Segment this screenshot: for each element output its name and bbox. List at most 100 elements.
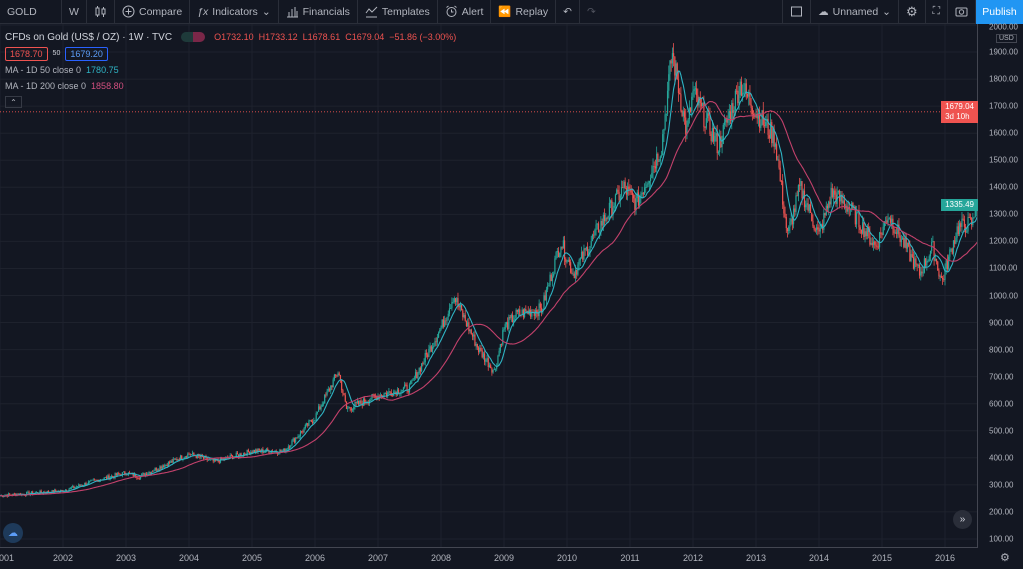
price-axis[interactable]: 2000.00 1900.00 1800.00 1700.00 1600.00 1500.… — [941, 23, 1023, 548]
redo-button[interactable]: ↷ — [580, 0, 603, 24]
fullscreen-button[interactable]: ⛶ — [926, 0, 948, 24]
candle-body — [445, 320, 447, 322]
chart-type-button[interactable] — [87, 0, 115, 24]
indicators-button[interactable]: ƒx Indicators ⌄ — [190, 0, 279, 24]
sell-price[interactable]: 1678.70 — [5, 46, 48, 61]
undo-button[interactable]: ↶ — [556, 0, 580, 24]
candle-body — [665, 113, 667, 115]
layout-button[interactable] — [782, 0, 812, 24]
candle-body — [596, 223, 598, 225]
candle-body — [608, 202, 611, 216]
candle-body — [462, 310, 464, 318]
layout-name-button[interactable]: ☁ Unnamed ⌄ — [811, 0, 899, 24]
candle-body — [51, 490, 53, 494]
candle-body — [98, 480, 100, 482]
publish-button[interactable]: Publish — [976, 0, 1023, 24]
ma200-label[interactable]: MA - 1D 200 close 0 — [5, 81, 87, 91]
candle-body — [158, 469, 160, 471]
candle-body — [828, 201, 830, 209]
ma50-label[interactable]: MA - 1D 50 close 0 — [5, 65, 82, 75]
rewind-icon: ⏪ — [498, 6, 512, 18]
candle-body — [387, 392, 389, 396]
interval-button[interactable]: W — [62, 0, 87, 24]
templates-button[interactable]: Templates — [358, 0, 438, 24]
candle-body — [717, 152, 720, 154]
candle-body — [28, 491, 30, 495]
time-tick: 2007 — [367, 553, 389, 563]
candle-body — [253, 450, 256, 453]
candle-body — [640, 194, 642, 197]
symbol-search[interactable]: GOLD — [0, 0, 62, 24]
axis-settings-icon[interactable]: ⚙ — [1000, 552, 1010, 564]
candle-body — [689, 107, 692, 112]
candle-body — [792, 208, 795, 225]
collapse-legend-button[interactable]: ⌃ — [5, 96, 22, 108]
candle-body — [864, 231, 866, 237]
financials-button[interactable]: Financials — [279, 0, 358, 24]
candle-body — [597, 223, 600, 233]
candle-body — [477, 347, 480, 353]
replay-button[interactable]: ⏪ Replay — [491, 0, 557, 24]
candle-body — [149, 472, 151, 474]
candle-body — [905, 238, 907, 249]
candle-body — [974, 210, 976, 217]
candle-body — [103, 477, 105, 480]
alert-button[interactable]: Alert — [438, 0, 492, 24]
templates-label: Templates — [381, 5, 430, 18]
price-tick: 1400.00 — [989, 182, 1018, 192]
candle-body — [602, 214, 604, 226]
price-tick: 1700.00 — [989, 101, 1018, 111]
price-chart[interactable] — [0, 24, 977, 547]
candle-body — [26, 492, 28, 496]
candle-body — [338, 373, 340, 375]
candle-body — [806, 203, 808, 205]
price-tick: 900.00 — [989, 318, 1014, 328]
candle-body — [641, 192, 643, 195]
candle-body — [554, 258, 556, 274]
candle-body — [278, 453, 280, 455]
candle-body — [400, 391, 402, 394]
market-status-toggle[interactable] — [181, 32, 206, 42]
candle-body — [467, 322, 469, 327]
candle-body — [364, 398, 366, 403]
candle-body — [928, 256, 930, 261]
candle-body — [589, 246, 591, 252]
scroll-to-realtime-button[interactable]: » — [953, 510, 972, 529]
candle-body — [505, 322, 508, 325]
candle-body — [780, 181, 783, 182]
candle-body — [143, 473, 145, 476]
time-axis[interactable]: 2001 2002 2003 2004 2005 2006 2007 2008 2009 2010… — [0, 547, 977, 569]
candle-body — [739, 81, 741, 96]
candle-body — [841, 194, 843, 204]
candle-body — [318, 406, 320, 412]
candle-body — [593, 234, 595, 236]
candle-body — [742, 93, 744, 96]
candle-body — [360, 400, 362, 404]
candle-body — [697, 95, 699, 106]
candle-body — [809, 204, 812, 213]
candle-body — [525, 308, 527, 312]
candle-body — [666, 90, 669, 114]
candle-body — [637, 192, 640, 206]
candle-body — [150, 471, 153, 474]
compare-button[interactable]: Compare — [115, 0, 191, 24]
candle-body — [657, 153, 659, 162]
candle-body — [297, 436, 299, 439]
candle-body — [351, 409, 354, 411]
candle-body — [811, 212, 813, 221]
candle-body — [419, 368, 422, 372]
snapshot-button[interactable] — [948, 0, 976, 24]
candle-body — [212, 458, 214, 462]
candle-body — [556, 251, 558, 253]
settings-button[interactable]: ⚙ — [899, 0, 926, 24]
buy-price[interactable]: 1679.20 — [65, 46, 108, 61]
candle-body — [125, 474, 127, 475]
candle-body — [740, 81, 743, 96]
candle-body — [537, 313, 539, 317]
candle-body — [623, 181, 625, 188]
currency-label[interactable]: USD — [996, 34, 1017, 43]
spread: 50 — [52, 50, 61, 57]
candle-body — [654, 166, 657, 169]
candle-body — [284, 448, 286, 453]
candle-body — [514, 317, 516, 321]
